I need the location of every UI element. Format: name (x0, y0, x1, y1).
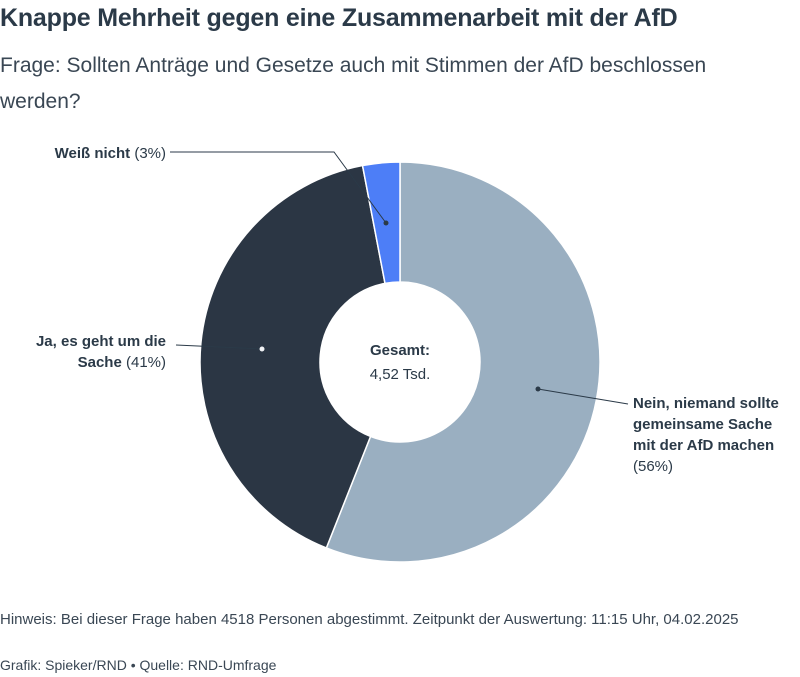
label-nein-name-3: mit der AfD machen (633, 437, 775, 454)
donut-slices (199, 161, 601, 563)
footnote: Hinweis: Bei dieser Frage haben 4518 Per… (0, 611, 739, 628)
slice-nein (325, 161, 601, 563)
leader-dot-ja (259, 346, 265, 352)
label-ja-pct: (41%) (125, 354, 166, 371)
label-ja-name-1: Ja, es geht um die (35, 333, 166, 350)
slice-ja (199, 164, 386, 549)
leader-line-weiss (170, 151, 387, 224)
label-weiss-nicht: Weiß nicht (3%) (0, 143, 166, 164)
label-nein-pct: (56%) (633, 458, 674, 475)
leader-line-nein (537, 388, 629, 405)
leader-dot-nein (535, 386, 541, 392)
label-nein: Nein, niemand sollte gemeinsame Sache mi… (633, 393, 798, 477)
label-ja-name-2: Sache (77, 354, 122, 371)
slice-weiss-nicht (361, 161, 401, 285)
label-nein-name-2: gemeinsame Sache (633, 416, 773, 433)
label-weiss-name: Weiß nicht (54, 145, 131, 162)
label-nein-name-1: Nein, niemand sollte (633, 395, 779, 412)
donut-center-title: Gesamt: (369, 342, 431, 359)
leader-dot-weiss (383, 220, 389, 226)
leader-line-ja (175, 344, 263, 350)
source-credit: Grafik: Spieker/RND • Quelle: RND-Umfrag… (0, 657, 277, 673)
label-weiss-pct: (3%) (134, 145, 166, 162)
label-ja: Ja, es geht um die Sache (41%) (0, 331, 166, 373)
chart-title: Knappe Mehrheit gegen eine Zusammenarbei… (0, 4, 678, 32)
chart-subtitle: Frage: Sollten Anträge und Gesetze auch … (0, 54, 707, 113)
donut-center-value: 4,52 Tsd. (369, 366, 431, 383)
